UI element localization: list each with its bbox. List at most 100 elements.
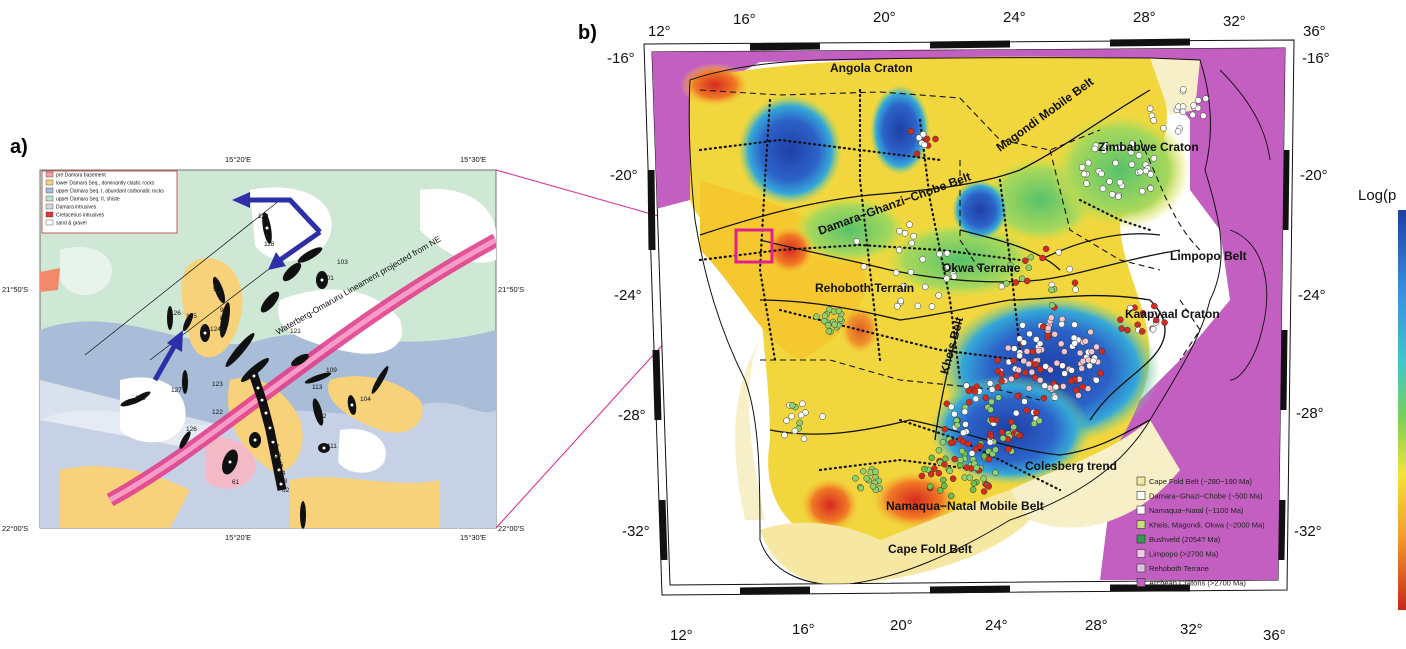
station-point <box>799 400 806 408</box>
station-point <box>935 292 942 299</box>
station-point <box>921 465 928 473</box>
lon-label: 12° <box>670 627 693 644</box>
station-point <box>921 141 928 149</box>
station-point <box>1180 86 1187 93</box>
station-point <box>852 475 859 482</box>
station-point <box>1007 261 1014 269</box>
station-point <box>950 273 958 280</box>
station-point <box>1078 164 1086 171</box>
station-point <box>1036 417 1043 425</box>
station-point <box>1031 374 1039 381</box>
station-point <box>1037 366 1044 373</box>
legend-item-label: Damara−Ghazi−Chobe (~500 Ma) <box>1149 492 1263 501</box>
station-point <box>940 476 947 484</box>
station-point <box>947 439 955 447</box>
station-point <box>1138 328 1146 335</box>
station-point <box>1098 348 1106 355</box>
station-point <box>1025 264 1033 272</box>
station-point <box>1082 338 1089 345</box>
station-point <box>1134 321 1141 329</box>
station-point <box>998 378 1005 385</box>
station-point <box>1097 369 1104 377</box>
station-point <box>1083 180 1090 187</box>
station-point <box>1028 368 1036 376</box>
station-point <box>963 464 970 471</box>
label-rehoboth-terrain: Rehoboth Terrain <box>815 281 914 295</box>
station-point <box>1061 370 1068 377</box>
station-point <box>942 455 949 463</box>
station-point <box>926 483 934 490</box>
station-point <box>897 297 905 305</box>
frame-ticks <box>647 38 1290 595</box>
lon-label: 36° <box>1263 627 1286 644</box>
station-point <box>853 238 861 245</box>
label-zimbabwe-craton: Zimbabwe Craton <box>1098 140 1199 154</box>
dyke-number: 64 <box>278 470 286 477</box>
station-point <box>1007 418 1015 426</box>
panel-b-legend: Cape Fold Belt (~280−190 Ma) Damara−Ghazi… <box>1136 476 1265 588</box>
legend-item-label: Cape Fold Belt (~280−190 Ma) <box>1149 477 1252 486</box>
station-point <box>1190 102 1197 109</box>
legend-item-label: sand & gravel <box>56 221 87 227</box>
station-point <box>972 395 980 403</box>
station-point <box>789 402 796 409</box>
dyke-number: 119 <box>258 213 269 220</box>
panel-b-label: b) <box>578 22 597 44</box>
label-okwa-terrane: Okwa Terrane <box>942 261 1021 275</box>
station-point <box>951 410 958 418</box>
station-point <box>1032 361 1040 368</box>
station-point <box>1071 321 1078 328</box>
station-point <box>914 302 922 310</box>
station-point <box>1057 340 1065 347</box>
station-point <box>941 461 948 468</box>
station-point <box>1019 322 1026 329</box>
legend-item-label: lower Damara Seq., dominantly clastic ro… <box>56 181 155 187</box>
lat-label: -28° <box>1296 405 1324 422</box>
station-point <box>1052 383 1060 391</box>
legend-swatch <box>1136 578 1146 587</box>
station-point <box>1128 140 1136 147</box>
station-point <box>859 468 867 475</box>
station-point <box>941 425 949 433</box>
legend-item-label: Rehoboth Terrane <box>1149 564 1209 573</box>
station-point <box>951 455 958 463</box>
legend-swatch <box>45 179 54 186</box>
dyke-number: 129 <box>135 395 146 402</box>
station-point <box>948 403 955 411</box>
station-point <box>1135 152 1143 159</box>
station-point <box>1016 335 1023 342</box>
station-point <box>906 221 913 228</box>
station-point <box>962 421 969 428</box>
lon-label: 24° <box>1003 9 1026 26</box>
coord-label: 22°00'S <box>498 524 524 533</box>
station-point <box>943 275 950 282</box>
station-point <box>1040 394 1048 402</box>
station-point <box>1005 446 1012 453</box>
dotted-traces <box>698 88 1152 492</box>
panel-a-legend <box>41 170 178 234</box>
legend-item-label: upper Damara Seq. II, shiste <box>56 197 120 203</box>
station-point <box>1098 170 1105 178</box>
station-point <box>988 416 996 423</box>
legend-item-label: pre Damara basement <box>56 173 106 179</box>
dyke-number-labels: 119 118 103 101 93 90 89 125 126 124 123… <box>135 213 371 494</box>
station-point <box>1022 257 1029 264</box>
station-point <box>825 327 833 335</box>
dyke-number: 67 <box>272 444 280 451</box>
station-point <box>980 488 988 495</box>
legend-swatch <box>45 211 54 218</box>
station-point <box>1090 357 1097 365</box>
station-point <box>1027 253 1035 261</box>
station-point <box>1100 147 1108 155</box>
station-point <box>831 321 838 328</box>
station-point <box>961 408 969 416</box>
station-point <box>1011 345 1018 352</box>
lon-label: 28° <box>1133 9 1156 26</box>
station-point <box>1053 359 1061 367</box>
station-point <box>1035 347 1042 355</box>
station-point <box>1150 117 1157 124</box>
station-point <box>1161 319 1168 326</box>
dyke-number: 73 <box>258 401 266 408</box>
station-point <box>971 388 979 395</box>
station-point <box>1117 316 1124 323</box>
